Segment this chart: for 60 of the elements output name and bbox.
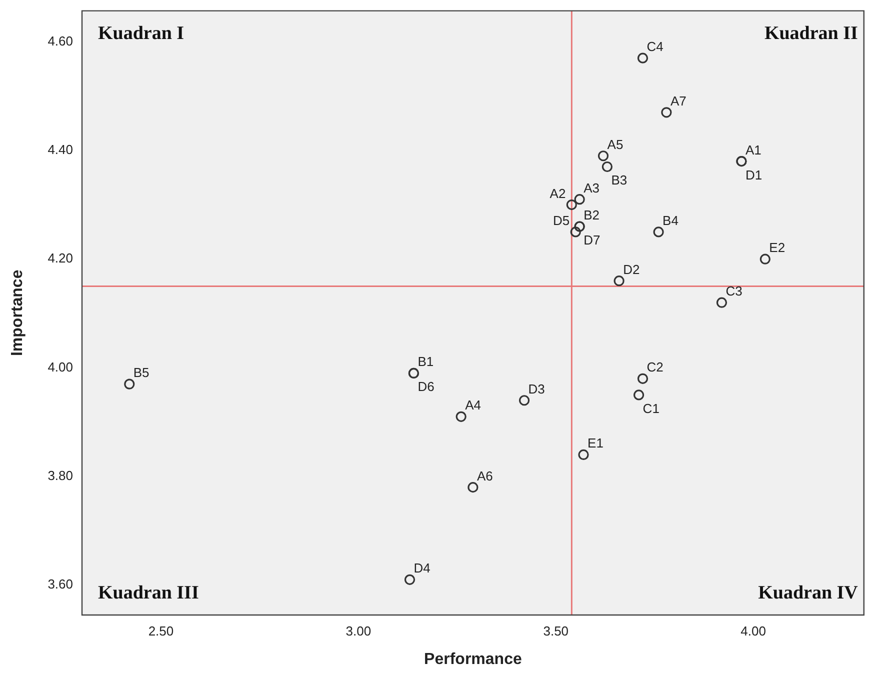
annotation: Kuadran II bbox=[764, 23, 858, 44]
y-axis-title: Importance bbox=[9, 270, 26, 356]
y-tick-label: 4.00 bbox=[48, 359, 73, 374]
annotation: Kuadran IV bbox=[758, 582, 858, 604]
annotation: B1 bbox=[418, 354, 434, 370]
y-tick-label: 3.60 bbox=[48, 576, 73, 592]
annotation: Kuadran I bbox=[98, 23, 184, 44]
annotation: C3 bbox=[726, 284, 742, 299]
x-tick-label: 4.00 bbox=[740, 623, 766, 638]
x-tick-label: 2.50 bbox=[148, 623, 174, 638]
point bbox=[404, 574, 416, 585]
annotation: A1 bbox=[745, 142, 762, 158]
point bbox=[518, 395, 530, 406]
x-tick-label: 3.00 bbox=[346, 623, 372, 638]
annotation: C1 bbox=[642, 400, 660, 416]
annotation: A5 bbox=[607, 136, 624, 152]
annotation: B4 bbox=[662, 212, 678, 228]
point bbox=[716, 297, 728, 308]
x-tick-label: 3.50 bbox=[543, 623, 569, 638]
annotation: A6 bbox=[476, 468, 493, 484]
point bbox=[570, 226, 581, 238]
y-tick-label: 4.60 bbox=[48, 33, 73, 48]
point bbox=[124, 378, 135, 390]
annotation: C4 bbox=[646, 39, 664, 54]
point bbox=[637, 52, 648, 64]
point bbox=[653, 226, 664, 238]
point bbox=[598, 150, 609, 162]
annotation: A7 bbox=[670, 93, 686, 108]
annotation: E1 bbox=[588, 436, 604, 451]
annotation: C2 bbox=[646, 360, 664, 375]
annotation: D6 bbox=[418, 379, 434, 394]
point bbox=[468, 482, 478, 493]
annotation: B2 bbox=[584, 208, 600, 223]
point bbox=[566, 199, 577, 210]
point bbox=[634, 390, 644, 400]
x-axis-title: Performance bbox=[424, 650, 522, 668]
annotation: A3 bbox=[584, 180, 600, 196]
point bbox=[760, 254, 770, 264]
annotation: D7 bbox=[584, 232, 600, 248]
annotation: D5 bbox=[553, 212, 570, 228]
annotation: D4 bbox=[414, 560, 430, 576]
y-tick-label: 4.20 bbox=[48, 250, 73, 266]
point bbox=[578, 449, 589, 460]
point bbox=[661, 107, 672, 118]
annotation: D1 bbox=[745, 167, 762, 182]
point bbox=[456, 411, 466, 422]
point bbox=[574, 194, 585, 205]
point bbox=[614, 276, 624, 286]
point bbox=[602, 161, 613, 172]
annotation: A2 bbox=[550, 186, 566, 201]
y-tick-label: 4.40 bbox=[48, 142, 73, 158]
point bbox=[637, 373, 648, 384]
annotation: Kuadran III bbox=[98, 582, 199, 604]
annotation: D3 bbox=[528, 381, 545, 396]
y-tick-label: 3.80 bbox=[48, 468, 73, 484]
annotation: D2 bbox=[623, 262, 640, 277]
annotation: B5 bbox=[133, 365, 150, 380]
annotation: B3 bbox=[611, 172, 628, 188]
annotation: E2 bbox=[769, 240, 786, 256]
annotation: A4 bbox=[465, 398, 482, 413]
